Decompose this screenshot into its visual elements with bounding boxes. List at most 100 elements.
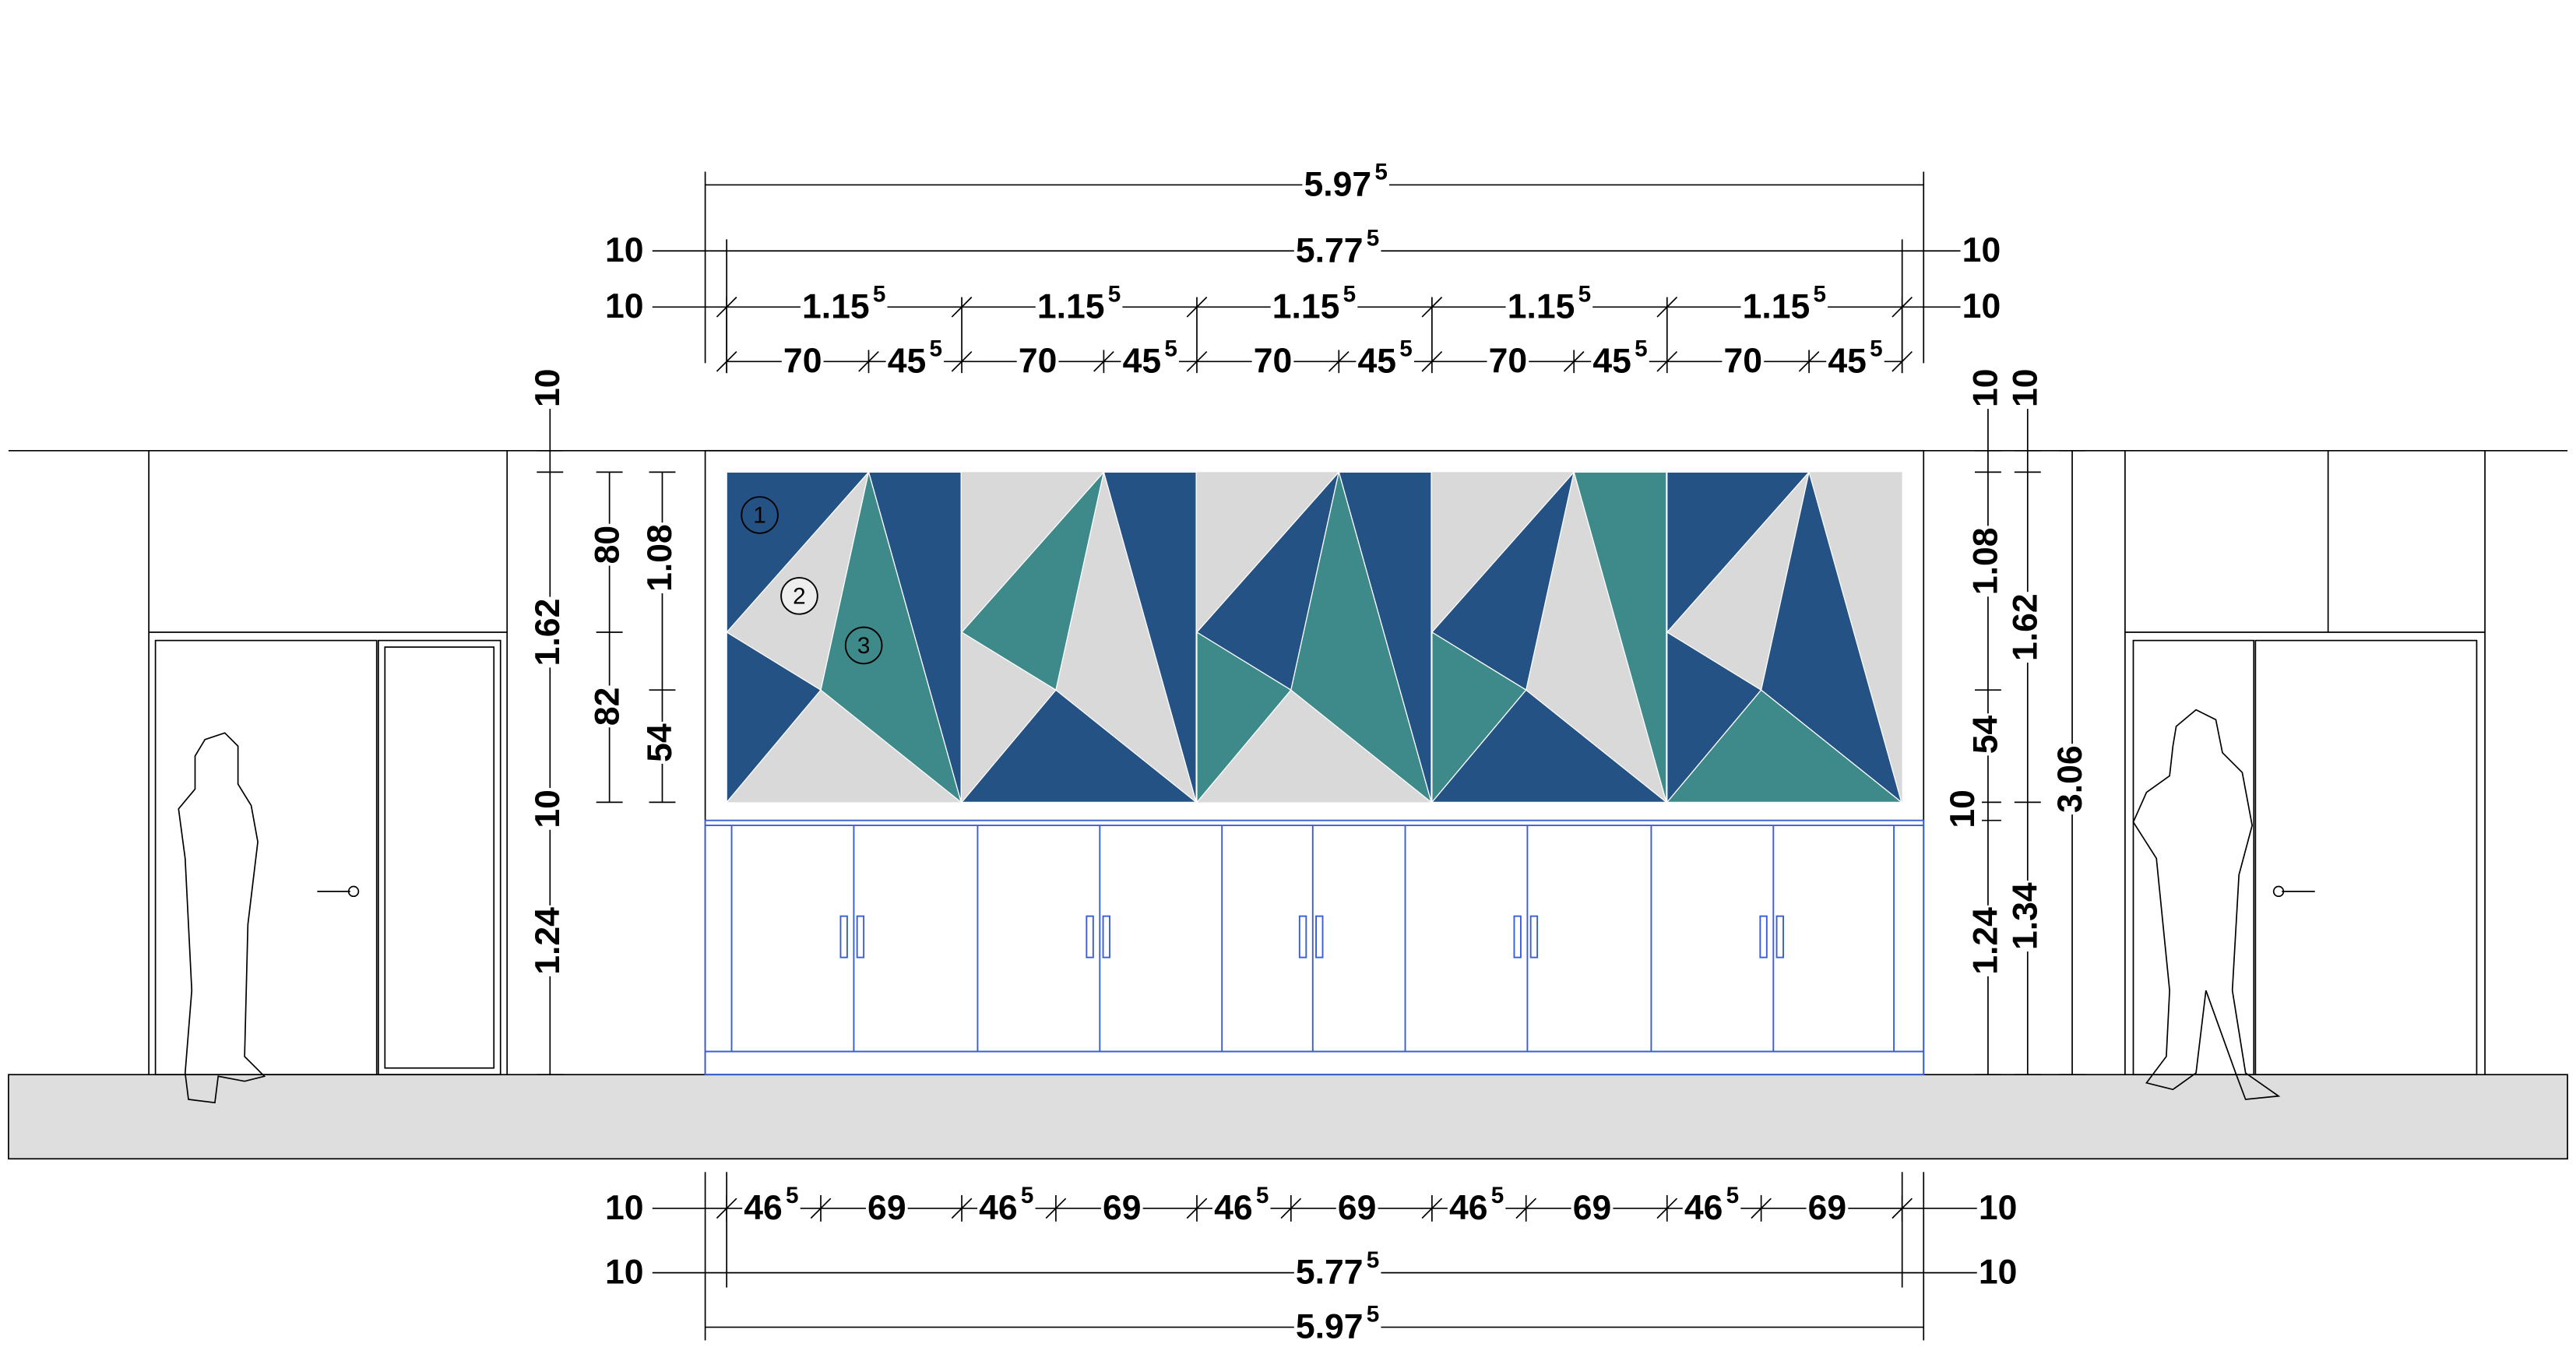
dim-line [951, 297, 973, 318]
dim-value: 1.15 [1037, 287, 1105, 325]
dim-superscript: 5 [1870, 336, 1883, 361]
dim-value: 5.97 [1296, 1307, 1364, 1345]
dimension-label: 5.97 5 [1296, 1302, 1379, 1346]
label-bg [529, 596, 568, 668]
dim-line [1798, 350, 1820, 372]
label-bg [603, 1253, 646, 1292]
label-bg [1722, 342, 1765, 381]
dimension-label: 1.34 [2007, 882, 2045, 950]
dimension-label: 10 [605, 287, 644, 325]
dimension-label: 82 [588, 688, 626, 726]
label-bg [865, 1188, 908, 1227]
dim-superscript: 5 [1108, 281, 1121, 307]
dimension-label: 10 [605, 1189, 644, 1227]
dim-superscript: 5 [873, 281, 886, 307]
dim-line [1093, 350, 1114, 372]
marker-label: 2 [793, 583, 806, 609]
dimension-label: 1.24 [529, 907, 567, 975]
dim-superscript: 5 [1491, 1183, 1504, 1208]
dim-superscript: 5 [1164, 336, 1177, 361]
dimension-label: 1.62 [2007, 593, 2045, 661]
marker-circle [741, 496, 779, 534]
dim-line [1563, 350, 1585, 372]
label-bg [603, 1188, 646, 1227]
label-bg [1121, 336, 1180, 381]
label-bg [2006, 592, 2045, 663]
dimension-label: 80 [588, 526, 626, 564]
dimension-label: 10 [2007, 368, 2045, 407]
dim-superscript: 5 [1367, 1302, 1380, 1328]
label-bg [1293, 1247, 1381, 1292]
panel-triangle [820, 472, 962, 804]
panel-triangle [726, 631, 822, 804]
dim-value: 45 [1358, 342, 1397, 380]
dimension-label: 54 [1967, 715, 2005, 754]
dimension-label: 5.77 5 [1296, 1247, 1379, 1292]
dim-superscript: 5 [1578, 281, 1592, 307]
dim-value: 1.15 [1508, 287, 1575, 325]
dimension-label: 1.08 [641, 524, 679, 592]
dimension-label: 1.24 [1967, 907, 2005, 975]
dimension-label: 1.15 5 [1037, 281, 1121, 325]
label-bg [529, 787, 568, 830]
dimension-label: 46 5 [1214, 1183, 1269, 1227]
dimension-label: 45 5 [1358, 336, 1413, 380]
dimension-label: 69 [1573, 1189, 1612, 1227]
label-bg [1016, 342, 1059, 381]
dim-superscript: 5 [1374, 159, 1388, 185]
dim-value: 46 [744, 1189, 783, 1227]
door-handle [856, 915, 865, 958]
dimension-label: 3.06 [2051, 745, 2089, 813]
label-bg [1035, 281, 1123, 326]
panel-triangle [960, 689, 1198, 804]
dim-superscript: 5 [786, 1183, 799, 1208]
dim-line [1421, 350, 1443, 372]
door-handle [1298, 915, 1307, 958]
dim-value: 45 [1123, 342, 1162, 380]
dimension-label: 10 [1979, 1253, 2018, 1291]
dim-value: 46 [979, 1189, 1018, 1227]
cabinet [704, 819, 1925, 1076]
dim-line [951, 350, 973, 372]
dimension-label: 10 [1967, 368, 2005, 407]
dim-superscript: 5 [1256, 1183, 1269, 1208]
dimension-label: 10 [529, 790, 567, 828]
dim-value: 46 [1214, 1189, 1253, 1227]
label-bg [1806, 1188, 1849, 1227]
dim-line [1892, 350, 1913, 372]
label-bg [1356, 336, 1414, 381]
label-bg [1336, 1188, 1378, 1227]
dim-line [716, 1198, 737, 1219]
label-bg [1966, 905, 2005, 976]
right-wall [2124, 450, 2486, 1100]
label-bg [1447, 1182, 1506, 1227]
marker-circle [844, 626, 883, 665]
panel-triangle [961, 470, 1105, 691]
label-bg [885, 336, 945, 381]
label-bg [781, 342, 824, 381]
label-bg [977, 1182, 1036, 1227]
dimension-label: 70 [1489, 342, 1528, 380]
label-bg [1944, 787, 1983, 830]
dim-line [1045, 1198, 1067, 1219]
label-bg [2006, 367, 2045, 410]
label-bg [603, 231, 646, 270]
label-bg [742, 1182, 801, 1227]
dimension-label: 10 [529, 368, 567, 407]
label-bg [1682, 1182, 1741, 1227]
panel-triangle [1573, 471, 1667, 803]
label-bg [529, 367, 568, 410]
dim-value: 5.97 [1304, 165, 1372, 203]
label-bg [1960, 287, 2003, 326]
dim-line [951, 1198, 973, 1219]
dimension-label: 10 [1962, 287, 2001, 325]
dim-superscript: 5 [1343, 281, 1357, 307]
floor [8, 1074, 2568, 1160]
dimension-label: 1.15 5 [1508, 281, 1591, 325]
dim-value: 45 [1592, 342, 1631, 380]
label-bg [800, 281, 888, 326]
dimension-label: 45 5 [888, 336, 942, 380]
dim-line [1656, 297, 1678, 318]
door-handle [1102, 915, 1110, 958]
dim-line [810, 1198, 832, 1219]
